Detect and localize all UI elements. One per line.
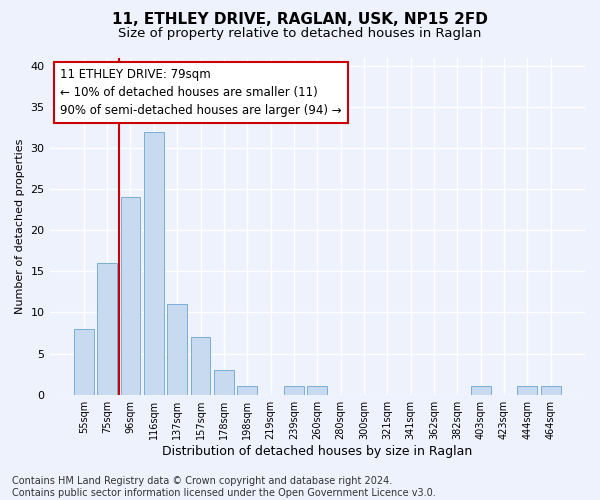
Bar xyxy=(307,386,327,394)
Bar xyxy=(191,337,211,394)
Text: Size of property relative to detached houses in Raglan: Size of property relative to detached ho… xyxy=(118,28,482,40)
Bar xyxy=(214,370,234,394)
Text: 11, ETHLEY DRIVE, RAGLAN, USK, NP15 2FD: 11, ETHLEY DRIVE, RAGLAN, USK, NP15 2FD xyxy=(112,12,488,28)
Bar xyxy=(517,386,538,394)
Bar xyxy=(121,198,140,394)
Bar xyxy=(74,329,94,394)
Bar xyxy=(541,386,560,394)
Bar xyxy=(284,386,304,394)
Bar xyxy=(167,304,187,394)
Y-axis label: Number of detached properties: Number of detached properties xyxy=(15,138,25,314)
Bar xyxy=(97,263,117,394)
X-axis label: Distribution of detached houses by size in Raglan: Distribution of detached houses by size … xyxy=(162,444,472,458)
Text: 11 ETHLEY DRIVE: 79sqm
← 10% of detached houses are smaller (11)
90% of semi-det: 11 ETHLEY DRIVE: 79sqm ← 10% of detached… xyxy=(60,68,342,116)
Bar xyxy=(144,132,164,394)
Bar xyxy=(238,386,257,394)
Bar xyxy=(471,386,491,394)
Text: Contains HM Land Registry data © Crown copyright and database right 2024.
Contai: Contains HM Land Registry data © Crown c… xyxy=(12,476,436,498)
